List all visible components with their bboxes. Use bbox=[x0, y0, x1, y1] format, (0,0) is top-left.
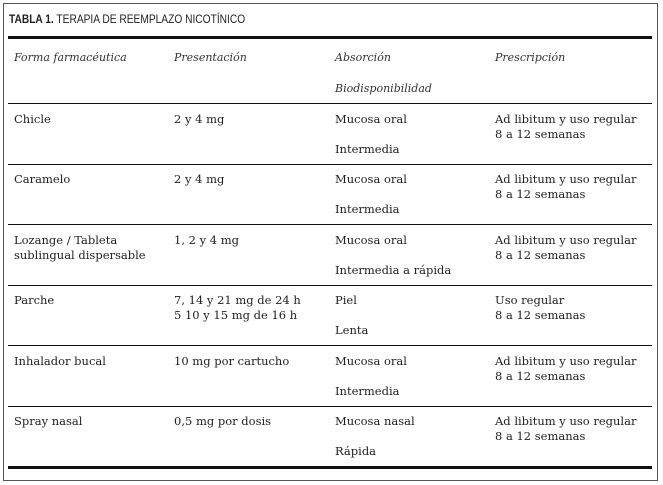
header-rule bbox=[8, 103, 652, 104]
header-biodisponibilidad: Biodisponibilidad bbox=[335, 82, 432, 95]
cell-forma: Lozange / Tableta bbox=[14, 232, 118, 247]
cell-prescripcion: Ad libitum y uso regular bbox=[495, 172, 637, 187]
cell-forma: Inhalador bucal bbox=[14, 353, 106, 368]
bottom-rule bbox=[8, 466, 652, 469]
cell-prescripcion: 8 a 12 semanas bbox=[495, 127, 586, 141]
row-rule bbox=[8, 405, 652, 407]
cell-presentacion: 2 y 4 mg bbox=[174, 112, 225, 126]
cell-absorcion: Piel bbox=[335, 293, 357, 308]
cell-presentacion: 10 mg por cartucho bbox=[174, 353, 290, 368]
row-rule bbox=[8, 164, 652, 165]
cell-absorcion: Mucosa nasal bbox=[335, 414, 415, 428]
cell-presentacion: 2 y 4 mg bbox=[174, 172, 225, 187]
cell-biodisponibilidad: Intermedia bbox=[335, 202, 400, 217]
cell-absorcion: Mucosa oral bbox=[335, 353, 407, 368]
cell-presentacion: 1, 2 y 4 mg bbox=[174, 232, 239, 247]
cell-forma: sublingual dispersable bbox=[14, 247, 146, 262]
cell-prescripcion: Ad libitum y uso regular bbox=[495, 112, 637, 126]
cell-prescripcion: Ad libitum y uso regular bbox=[495, 414, 637, 428]
header-forma: Forma farmacéutica bbox=[14, 51, 127, 64]
cell-prescripcion: 8 a 12 semanas bbox=[495, 247, 586, 262]
cell-biodisponibilidad: Intermedia bbox=[335, 142, 400, 156]
header-absorcion: Absorción bbox=[335, 51, 391, 64]
cell-forma: Chicle bbox=[14, 112, 51, 126]
cell-presentacion: 5 10 y 15 mg de 16 h bbox=[174, 308, 298, 323]
header-presentacion: Presentación bbox=[174, 51, 247, 64]
cell-prescripcion: Ad libitum y uso regular bbox=[495, 232, 637, 247]
cell-forma: Parche bbox=[14, 293, 55, 308]
cell-presentacion: 7, 14 y 21 mg de 24 h bbox=[174, 293, 301, 308]
cell-prescripcion: Uso regular bbox=[495, 293, 565, 308]
cell-presentacion: 0,5 mg por dosis bbox=[174, 414, 272, 428]
cell-prescripcion: Ad libitum y uso regular bbox=[495, 353, 637, 368]
top-rule bbox=[8, 36, 652, 39]
table-label: TABLA 1. bbox=[9, 12, 54, 26]
cell-prescripcion: 8 a 12 semanas bbox=[495, 308, 586, 323]
cell-forma: Caramelo bbox=[14, 172, 71, 187]
header-prescripcion: Prescripción bbox=[495, 51, 566, 64]
cell-biodisponibilidad: Lenta bbox=[335, 323, 369, 338]
row-rule bbox=[8, 284, 652, 286]
table-title: TABLA 1. TERAPIA DE REEMPLAZO NICOTÍNICO bbox=[9, 12, 245, 26]
row-rule bbox=[8, 345, 652, 347]
cell-prescripcion: 8 a 12 semanas bbox=[495, 429, 586, 443]
row-rule bbox=[8, 224, 652, 226]
cell-prescripcion: 8 a 12 semanas bbox=[495, 187, 586, 202]
table-frame bbox=[3, 3, 658, 481]
cell-biodisponibilidad: Intermedia a rápida bbox=[335, 262, 452, 277]
cell-absorcion: Mucosa oral bbox=[335, 232, 407, 247]
cell-absorcion: Mucosa oral bbox=[335, 172, 407, 187]
cell-absorcion: Mucosa oral bbox=[335, 112, 407, 126]
cell-prescripcion: 8 a 12 semanas bbox=[495, 368, 586, 383]
cell-biodisponibilidad: Intermedia bbox=[335, 383, 400, 398]
table-title-text: TERAPIA DE REEMPLAZO NICOTÍNICO bbox=[56, 12, 246, 26]
cell-forma: Spray nasal bbox=[14, 414, 83, 428]
cell-biodisponibilidad: Rápida bbox=[335, 444, 377, 458]
